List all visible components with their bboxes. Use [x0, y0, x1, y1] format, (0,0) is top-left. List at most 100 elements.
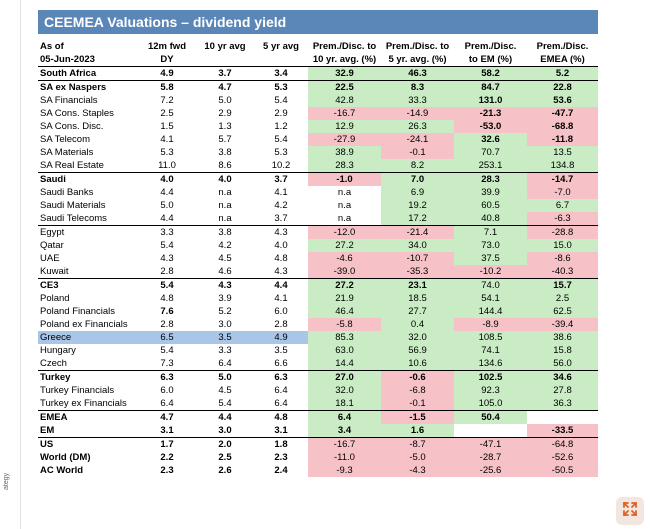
- table-row: Hungary 5.4 3.3 3.5 63.0 56.9 74.1 15.8: [38, 344, 598, 357]
- data-cell: 6.0: [160, 385, 174, 396]
- data-cell: 3.1: [274, 425, 288, 436]
- table-row: Greece 6.5 3.5 4.9 85.3 32.0 108.5 38.6: [38, 331, 598, 344]
- row-label: SA Cons. Staples: [40, 108, 114, 119]
- data-cell: -39.4: [527, 318, 598, 331]
- row-label: EMEA: [38, 410, 138, 424]
- row-label: SA Real Estate: [40, 160, 104, 171]
- data-cell: n.a: [218, 200, 232, 211]
- data-cell: 28.3: [308, 159, 381, 173]
- data-cell: 3.4: [254, 66, 308, 81]
- data-cell: n.a: [337, 200, 352, 211]
- data-cell: 1.8: [254, 437, 308, 451]
- table-row: Saudi Materials 5.0 n.a 4.2 n.a 19.2 60.5 6.7: [38, 199, 598, 212]
- data-cell: 27.2: [308, 278, 381, 292]
- data-cell: 4.4: [196, 410, 254, 424]
- data-cell: n.a: [218, 213, 232, 224]
- data-cell: -50.5: [527, 464, 598, 477]
- row-label: Saudi Materials: [40, 200, 106, 211]
- data-cell: 27.2: [308, 239, 381, 252]
- table-row: South Africa 4.9 3.7 3.4 32.9 46.3 58.2 5.2: [38, 66, 598, 81]
- data-cell: 6.9: [381, 186, 454, 199]
- data-cell: 4.1: [274, 293, 288, 304]
- data-cell: 27.8: [527, 384, 598, 397]
- header-row-1: As of 12m fwd 10 yr avg 5 yr avg Prem./D…: [38, 40, 598, 53]
- data-cell: 144.4: [454, 305, 527, 318]
- table-row: EMEA 4.7 4.4 4.8 6.4 -1.5 50.4: [38, 410, 598, 424]
- data-cell: 4.4: [254, 278, 308, 292]
- row-label: SA Telecom: [40, 134, 90, 145]
- header-cell: to EM (%): [454, 53, 527, 67]
- data-cell: 5.0: [196, 370, 254, 384]
- data-cell: 2.5: [160, 108, 174, 119]
- data-cell: -1.5: [381, 410, 454, 424]
- header-row-2: 05-Jun-2023 DY 10 yr. avg. (%) 5 yr. avg…: [38, 53, 598, 67]
- data-cell: 10.6: [381, 357, 454, 371]
- data-cell: 4.3: [274, 266, 288, 277]
- data-cell: [454, 424, 527, 438]
- data-cell: -0.6: [381, 370, 454, 384]
- data-cell: 5.0: [160, 200, 174, 211]
- row-label: Saudi Telecoms: [40, 213, 107, 224]
- data-cell: -5.0: [381, 451, 454, 464]
- data-cell: 4.2: [274, 200, 288, 211]
- data-cell: 6.5: [138, 331, 196, 344]
- data-cell: -33.5: [527, 424, 598, 438]
- data-cell: 32.0: [381, 331, 454, 344]
- table-row: Turkey 6.3 5.0 6.3 27.0 -0.6 102.5 34.6: [38, 370, 598, 384]
- row-label: Poland Financials: [40, 306, 115, 317]
- data-cell: 4.5: [218, 385, 232, 396]
- data-cell: 27.0: [308, 370, 381, 384]
- data-cell: -4.6: [308, 252, 381, 265]
- table-row: Kuwait 2.8 4.6 4.3 -39.0 -35.3 -10.2 -40.3: [38, 265, 598, 279]
- data-cell: 2.8: [160, 319, 174, 330]
- data-cell: 1.6: [381, 424, 454, 438]
- data-cell: -47.1: [454, 437, 527, 451]
- data-cell: 6.4: [274, 385, 288, 396]
- data-cell: 3.4: [308, 424, 381, 438]
- data-cell: 3.7: [274, 213, 288, 224]
- data-cell: 6.4: [308, 410, 381, 424]
- data-cell: -35.3: [381, 265, 454, 279]
- data-cell: 56.0: [527, 357, 598, 371]
- data-cell: 0.4: [381, 318, 454, 331]
- data-cell: -10.2: [454, 265, 527, 279]
- data-cell: 32.9: [308, 66, 381, 81]
- data-cell: 70.7: [454, 146, 527, 159]
- data-cell: 10.2: [271, 160, 291, 171]
- data-cell: 102.5: [454, 370, 527, 384]
- data-cell: 108.5: [454, 331, 527, 344]
- data-cell: 11.0: [158, 160, 176, 171]
- row-label: Qatar: [40, 240, 64, 251]
- table-row: Saudi Telecoms 4.4 n.a 3.7 n.a 17.2 40.8 -6.3: [38, 212, 598, 226]
- row-label: EM: [40, 425, 55, 436]
- data-cell: -1.0: [308, 172, 381, 186]
- data-cell: 18.5: [381, 292, 454, 305]
- table-header: As of 12m fwd 10 yr avg 5 yr avg Prem./D…: [38, 40, 598, 67]
- data-cell: 5.4: [274, 134, 288, 145]
- data-cell: 15.7: [527, 278, 598, 292]
- data-cell: 50.4: [454, 410, 527, 424]
- data-cell: 4.0: [138, 172, 196, 186]
- data-cell: 4.4: [160, 187, 174, 198]
- row-label: Czech: [40, 358, 67, 369]
- data-cell: 46.3: [381, 66, 454, 81]
- data-cell: -10.7: [381, 252, 454, 265]
- data-cell: 6.0: [274, 306, 288, 317]
- expand-button[interactable]: [616, 497, 644, 525]
- data-cell: 3.5: [274, 345, 288, 356]
- row-label: SA Materials: [40, 147, 94, 158]
- row-label: Turkey: [38, 370, 138, 384]
- data-cell: 32.0: [308, 384, 381, 397]
- header-cell: 10 yr avg: [204, 41, 246, 52]
- data-cell: 134.6: [454, 357, 527, 371]
- table-row: SA Financials 7.2 5.0 5.4 42.8 33.3 131.0 53.6: [38, 94, 598, 107]
- data-cell: 5.2: [527, 66, 598, 81]
- data-cell: 37.5: [454, 252, 527, 265]
- row-label: CE3: [38, 278, 138, 292]
- data-cell: 21.9: [308, 292, 381, 305]
- data-cell: 5.3: [254, 80, 308, 94]
- data-cell: -28.8: [527, 225, 598, 239]
- table-row: AC World 2.3 2.6 2.4 -9.3 -4.3 -25.6 -50.5: [38, 464, 598, 477]
- data-cell: -27.9: [308, 133, 381, 146]
- data-cell: 63.0: [308, 344, 381, 357]
